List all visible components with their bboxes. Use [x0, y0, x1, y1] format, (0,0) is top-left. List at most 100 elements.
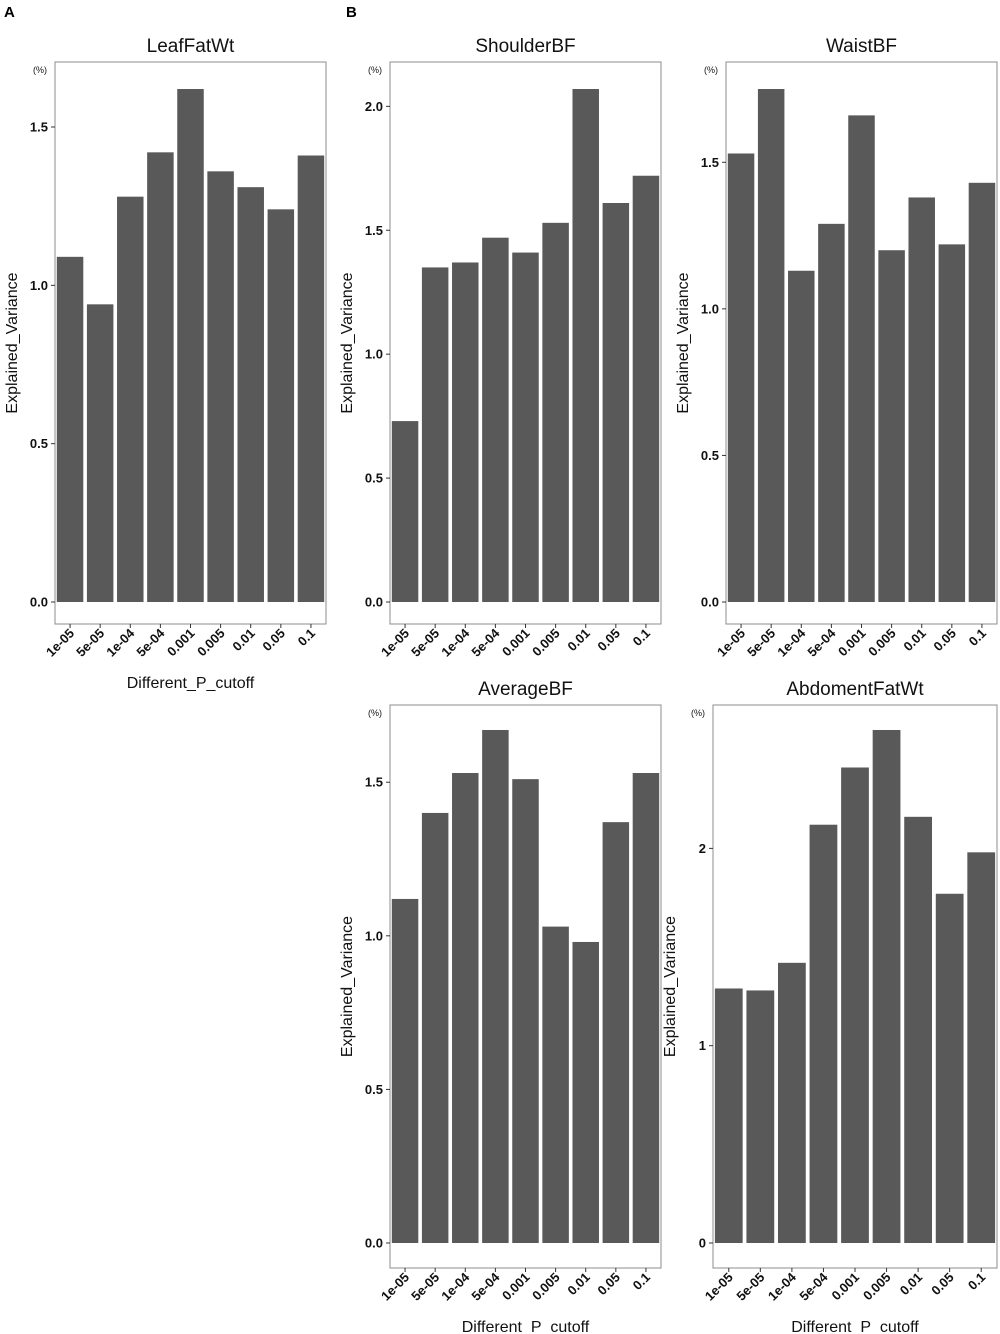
- x-tick-label: 5e-05: [73, 626, 107, 660]
- x-tick-label: 0.01: [564, 1270, 593, 1299]
- x-tick-label: 1e-05: [714, 626, 748, 660]
- x-axis-label: Different_P_cutoff: [127, 675, 255, 692]
- y-axis-label: Explained_Variance: [4, 272, 21, 413]
- y-tick-label: 1.0: [365, 928, 383, 943]
- x-tick-label: 5e-05: [408, 1270, 442, 1304]
- x-tick-label: 0.005: [529, 626, 563, 660]
- x-tick-label: 1e-05: [378, 1270, 412, 1304]
- x-tick-label: 0.001: [499, 626, 533, 660]
- unit-label: (%): [33, 65, 47, 75]
- bar-1e-05: [727, 153, 755, 602]
- bar-0.01: [572, 941, 599, 1243]
- y-tick-label: 1.0: [701, 301, 719, 316]
- y-axis-label: Explained_Variance: [662, 916, 679, 1057]
- chart-panel-0: LeafFatWt (%) 0.0 0.5 1.0 1.5 Explained_Varian…: [4, 36, 327, 692]
- bar-5e-04: [818, 223, 845, 603]
- y-tick-label: 0: [699, 1236, 706, 1251]
- x-tick-label: 0.01: [900, 626, 929, 655]
- x-tick-label: 1e-05: [702, 1270, 736, 1304]
- x-tick-label: 5e-05: [744, 626, 778, 660]
- bar-0.001: [512, 252, 539, 602]
- x-tick-label: 0.05: [594, 1270, 623, 1299]
- y-axis-label: Explained_Variance: [339, 916, 356, 1057]
- x-tick-label: 0.005: [194, 626, 228, 660]
- unit-label: (%): [368, 65, 382, 75]
- y-tick-label: 1.5: [701, 155, 719, 170]
- y-tick-label: 1.5: [365, 775, 383, 790]
- x-axis-label: Different_P_cutoff: [462, 1319, 590, 1334]
- bar-1e-05: [391, 421, 419, 602]
- bar-5e-05: [757, 89, 785, 602]
- bar-0.01: [572, 89, 599, 602]
- bar-0.01: [908, 197, 935, 602]
- x-tick-label: 0.001: [499, 1270, 533, 1304]
- x-axis-label: Different_P_cutoff: [791, 1319, 919, 1334]
- chart-panel-2: WaistBF (%) 0.0 0.5 1.0 1.5 Explained_Variance…: [675, 36, 998, 660]
- y-tick-label: 1.0: [365, 347, 383, 362]
- x-tick-label: 0.1: [630, 1270, 653, 1293]
- bar-0.005: [878, 250, 905, 602]
- x-tick-label: 0.001: [829, 1270, 863, 1304]
- chart-title: ShoulderBF: [475, 36, 575, 57]
- y-tick-label: 0.0: [701, 595, 719, 610]
- bar-0.05: [602, 822, 630, 1243]
- x-tick-label: 1e-05: [43, 626, 77, 660]
- x-tick-label: 1e-04: [103, 625, 138, 660]
- x-tick-label: 1e-04: [438, 1269, 473, 1304]
- x-tick-label: 0.1: [966, 626, 989, 649]
- x-tick-label: 0.01: [897, 1270, 926, 1299]
- bar-0.1: [967, 852, 996, 1243]
- chart-panel-1: ShoulderBF (%) 0.0 0.5 1.0 1.5 2.0 Explained_Va…: [339, 36, 662, 660]
- bar-0.1: [968, 182, 996, 602]
- y-tick-label: 0.5: [365, 471, 383, 486]
- x-tick-label: 1e-05: [378, 626, 412, 660]
- y-tick-label: 0.5: [365, 1082, 383, 1097]
- bar-1e-04: [452, 773, 479, 1243]
- unit-label: (%): [704, 65, 718, 75]
- x-tick-label: 0.05: [259, 626, 288, 655]
- x-tick-label: 0.01: [229, 626, 258, 655]
- bar-5e-04: [809, 824, 838, 1243]
- x-tick-label: 0.1: [295, 626, 318, 649]
- x-tick-label: 5e-04: [804, 625, 839, 660]
- y-axis-label: Explained_Variance: [339, 272, 356, 413]
- y-tick-label: 1.5: [365, 223, 383, 238]
- chart-panel-4: AbdomentFatWt (%) 0 1 2 Explained_Variance 1e-…: [662, 679, 998, 1334]
- x-tick-label: 1e-04: [438, 625, 473, 660]
- x-tick-label: 5e-05: [733, 1270, 767, 1304]
- y-tick-label: 0.5: [30, 436, 48, 451]
- bar-1e-05: [56, 256, 84, 602]
- unit-label: (%): [691, 708, 705, 718]
- x-tick-label: 5e-04: [468, 1269, 503, 1304]
- bar-0.05: [602, 203, 630, 602]
- y-tick-label: 2: [699, 841, 706, 856]
- bar-0.1: [297, 155, 325, 602]
- y-tick-label: 1.5: [30, 120, 48, 135]
- chart-title: WaistBF: [826, 36, 897, 57]
- bar-0.005: [207, 171, 234, 603]
- bar-0.001: [841, 767, 869, 1243]
- x-tick-label: 0.001: [164, 626, 198, 660]
- chart-title: AbdomentFatWt: [786, 679, 924, 700]
- bar-5e-05: [421, 267, 449, 602]
- x-tick-label: 0.1: [965, 1270, 988, 1293]
- y-tick-label: 1.0: [30, 278, 48, 293]
- bar-0.1: [632, 175, 660, 602]
- bar-0.001: [177, 89, 204, 602]
- x-tick-label: 0.005: [865, 626, 899, 660]
- bar-5e-05: [746, 990, 775, 1243]
- x-tick-label: 0.1: [630, 626, 653, 649]
- bar-5e-05: [421, 812, 449, 1243]
- bar-5e-05: [86, 304, 114, 602]
- bar-5e-04: [147, 152, 174, 603]
- x-tick-label: 0.001: [835, 626, 869, 660]
- y-tick-label: 0.0: [365, 1236, 383, 1251]
- x-tick-label: 0.05: [928, 1270, 957, 1299]
- y-axis-label: Explained_Variance: [675, 272, 692, 413]
- bar-0.001: [512, 779, 539, 1243]
- bar-0.005: [542, 926, 569, 1243]
- chart-title: AverageBF: [478, 679, 573, 700]
- bar-0.05: [267, 209, 295, 603]
- bar-1e-04: [452, 262, 479, 602]
